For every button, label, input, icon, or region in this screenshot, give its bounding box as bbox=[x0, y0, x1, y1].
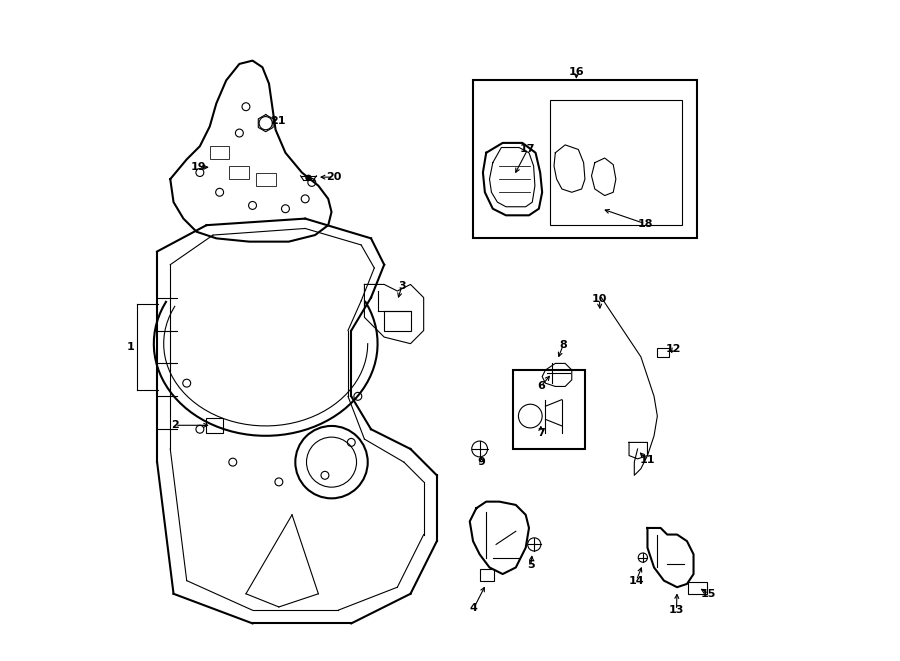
Text: 9: 9 bbox=[478, 457, 485, 467]
Text: 5: 5 bbox=[527, 561, 535, 570]
Text: 7: 7 bbox=[537, 428, 544, 438]
Text: 10: 10 bbox=[591, 294, 608, 304]
Text: 21: 21 bbox=[270, 116, 285, 126]
Text: 12: 12 bbox=[666, 344, 681, 354]
Text: 11: 11 bbox=[640, 455, 655, 465]
Text: 3: 3 bbox=[398, 281, 406, 291]
Text: 13: 13 bbox=[669, 605, 684, 615]
Text: 4: 4 bbox=[470, 603, 478, 613]
Text: 1: 1 bbox=[126, 342, 134, 352]
Text: 17: 17 bbox=[520, 145, 536, 155]
Text: 2: 2 bbox=[171, 420, 179, 430]
Text: 14: 14 bbox=[628, 576, 644, 586]
Text: 19: 19 bbox=[191, 162, 206, 173]
Text: 18: 18 bbox=[638, 219, 653, 229]
Text: 16: 16 bbox=[569, 67, 584, 77]
Text: 8: 8 bbox=[559, 340, 567, 350]
Circle shape bbox=[306, 175, 311, 180]
Text: 20: 20 bbox=[326, 172, 341, 182]
Text: 15: 15 bbox=[701, 589, 716, 599]
Text: 6: 6 bbox=[537, 381, 544, 391]
